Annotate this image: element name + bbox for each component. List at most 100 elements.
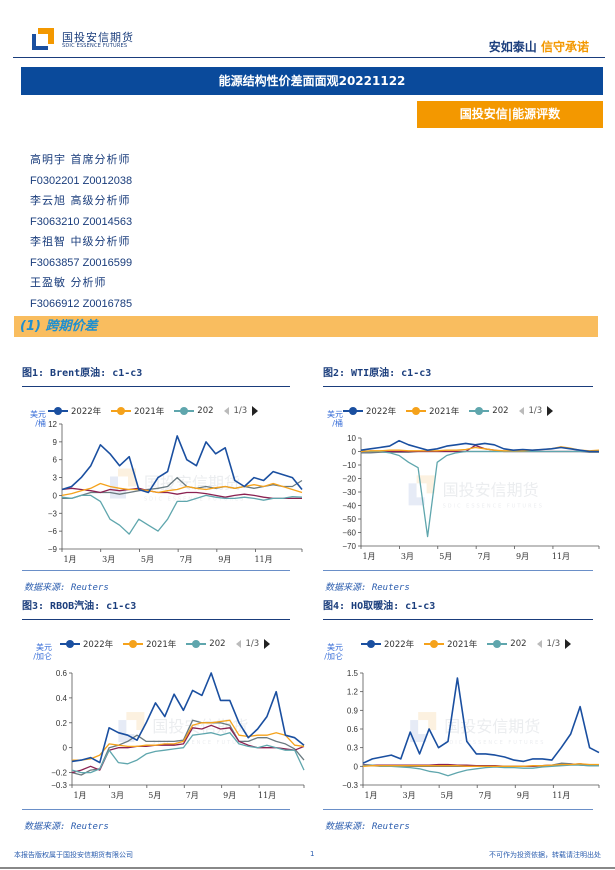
y-axis-unit: 美元/加仑	[324, 643, 343, 661]
chart-legend: 2022年 2021年 202 1/3	[48, 404, 259, 418]
series-line	[71, 724, 305, 774]
legend-item[interactable]: 202	[487, 639, 527, 649]
legend-pager: 1/3	[536, 639, 572, 649]
legend-next-icon[interactable]	[547, 406, 554, 416]
svg-text:5月: 5月	[441, 791, 454, 800]
svg-text:9月: 9月	[517, 791, 530, 800]
series-line	[61, 494, 303, 535]
legend-prev-icon[interactable]	[536, 640, 542, 648]
analyst-cert: F3066912 Z0016785	[30, 297, 133, 310]
legend-pager: 1/3	[518, 406, 554, 416]
svg-text:11月: 11月	[552, 552, 570, 561]
header-divider	[13, 57, 605, 58]
svg-text:0.4: 0.4	[56, 694, 68, 703]
svg-text:1月: 1月	[362, 552, 375, 561]
legend-label: 202	[209, 639, 226, 649]
line-chart: 国投安信期货 SDIC ESSENCE FUTURES 10 0 −10 −20 −30 −4…	[342, 434, 600, 561]
legend-page-indicator: 1/3	[245, 639, 260, 649]
svg-text:SDIC ESSENCE FUTURES: SDIC ESSENCE FUTURES	[444, 740, 545, 746]
analyst-cert: F0302201 Z0012038	[30, 174, 133, 187]
figure-title-divider	[323, 619, 593, 620]
analyst-list: 高明宇 首席分析师 F0302201 Z0012038 李云旭 高级分析师 F3…	[30, 150, 290, 314]
legend-marker-icon	[60, 639, 80, 649]
svg-text:0.9: 0.9	[347, 706, 359, 715]
series-line	[363, 764, 599, 777]
data-source: 数据来源: Reuters	[24, 822, 109, 832]
report-title: 能源结构性价差面面观20221122	[21, 67, 603, 95]
svg-text:−50: −50	[342, 515, 356, 524]
legend-item[interactable]: 2021年	[111, 405, 164, 417]
page-header: 国投安信期货 SDIC ESSENCE FUTURES 安如泰山 信守承诺	[22, 28, 597, 58]
figure-title-divider	[22, 386, 290, 387]
svg-text:−70: −70	[342, 542, 356, 551]
legend-prev-icon[interactable]	[235, 640, 241, 648]
legend-next-icon[interactable]	[252, 406, 259, 416]
legend-marker-icon	[111, 406, 132, 416]
legend-item[interactable]: 2021年	[406, 405, 459, 417]
legend-item[interactable]: 202	[174, 406, 214, 416]
legend-item[interactable]: 202	[186, 639, 226, 649]
svg-text:3月: 3月	[111, 791, 124, 800]
svg-text:−3: −3	[48, 509, 58, 518]
legend-marker-icon	[424, 639, 445, 649]
svg-text:0: 0	[53, 491, 58, 500]
legend-marker-icon	[343, 406, 363, 416]
svg-text:7月: 7月	[478, 552, 491, 561]
page-number: 1	[310, 850, 315, 858]
svg-text:1.5: 1.5	[347, 669, 359, 678]
series-line	[71, 719, 305, 776]
series-line	[362, 763, 599, 767]
svg-text:11月: 11月	[258, 791, 276, 800]
legend-item[interactable]: 2021年	[424, 638, 477, 650]
analyst-name: 李云旭 高级分析师	[30, 194, 131, 207]
series-line	[362, 677, 600, 764]
legend-next-icon[interactable]	[264, 639, 271, 649]
legend-item[interactable]: 202	[469, 406, 509, 416]
legend-item[interactable]: 2022年	[48, 405, 101, 417]
svg-text:国投安信期货: 国投安信期货	[144, 474, 240, 493]
series-line	[61, 487, 302, 500]
legend-marker-icon	[487, 639, 508, 649]
svg-text:10: 10	[347, 434, 356, 443]
legend-label: 2022年	[83, 640, 114, 650]
y-axis-unit: 美元/桶	[30, 410, 46, 428]
slogan: 安如泰山 信守承诺	[489, 38, 589, 55]
legend-marker-icon	[174, 406, 195, 416]
legend-label: 2022年	[366, 407, 397, 417]
legend-item[interactable]: 2022年	[60, 638, 113, 650]
logo-text-cn: 国投安信期货	[62, 31, 134, 44]
legend-marker-icon	[123, 639, 144, 649]
svg-text:−0.3: −0.3	[342, 781, 358, 790]
svg-text:11月: 11月	[552, 791, 570, 800]
figure-bottom-divider	[22, 809, 290, 810]
data-source: 数据来源: Reuters	[325, 822, 410, 832]
copyright-notice: 本报告版权属于国投安信期货有限公司	[14, 851, 133, 859]
y-axis-unit: 美元/加仑	[33, 643, 52, 661]
legend-item[interactable]: 2021年	[123, 638, 176, 650]
legend-prev-icon[interactable]	[223, 407, 229, 415]
svg-text:3月: 3月	[403, 791, 416, 800]
figure-bottom-divider	[323, 570, 593, 571]
legend-item[interactable]: 2022年	[361, 638, 414, 650]
data-source: 数据来源: Reuters	[24, 583, 109, 593]
legend-label: 2022年	[71, 407, 102, 417]
svg-text:SDIC ESSENCE FUTURES: SDIC ESSENCE FUTURES	[443, 503, 544, 509]
slogan-part-1: 安如泰山	[488, 40, 537, 54]
figure-title-divider	[323, 386, 593, 387]
watermark: 国投安信期货 SDIC ESSENCE FUTURES	[118, 712, 252, 746]
svg-text:6: 6	[53, 456, 58, 465]
legend-prev-icon[interactable]	[518, 407, 524, 415]
legend-item[interactable]: 2022年	[343, 405, 396, 417]
svg-text:9月: 9月	[218, 555, 231, 564]
legend-pager: 1/3	[223, 406, 259, 416]
legend-page-indicator: 1/3	[528, 406, 543, 416]
page-footer: 本报告版权属于国投安信期货有限公司 1 不可作为投资依据，转载请注明出处	[0, 848, 615, 870]
figure-bottom-divider	[22, 570, 290, 571]
legend-next-icon[interactable]	[565, 639, 572, 649]
section-heading: (1) 跨期价差	[14, 316, 598, 337]
analyst-cert: F3063857 Z0016599	[30, 256, 133, 269]
svg-text:3: 3	[53, 474, 58, 483]
company-logo: 国投安信期货 SDIC ESSENCE FUTURES	[32, 28, 162, 54]
legend-label: 202	[510, 639, 527, 649]
